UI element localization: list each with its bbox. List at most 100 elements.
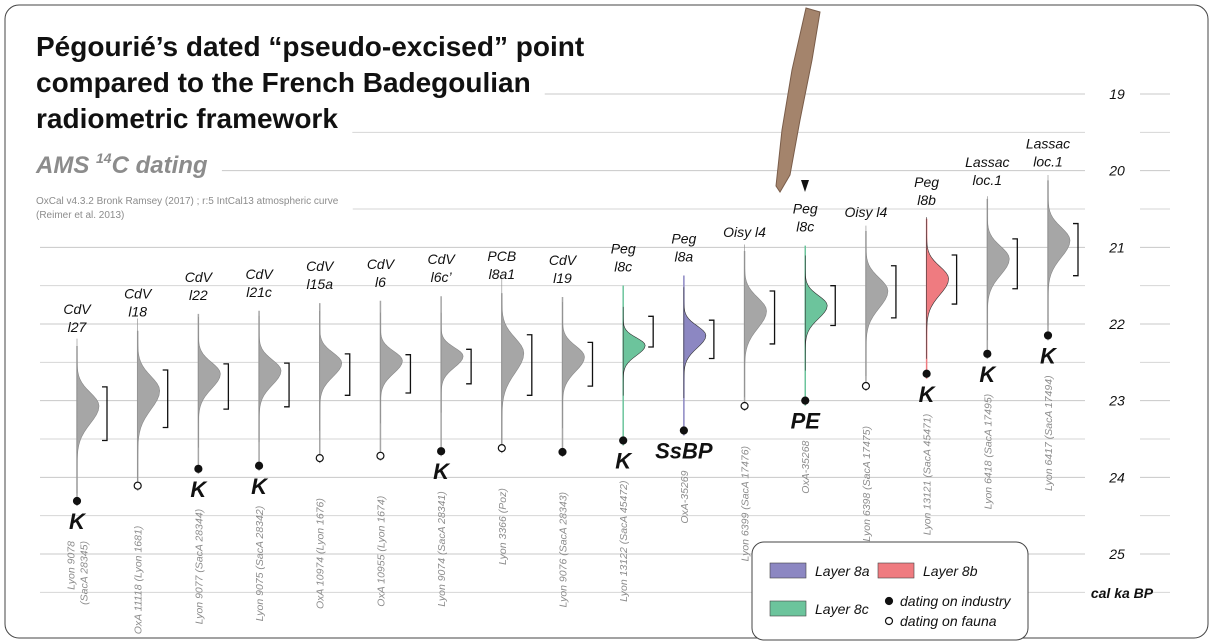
sample-label: l6c’ <box>431 269 453 285</box>
sample-label: CdV <box>549 252 578 268</box>
y-tick-label: 22 <box>1108 316 1125 332</box>
legend-marker <box>886 598 893 605</box>
sample-label: loc.1 <box>973 172 1003 188</box>
lab-code: OxA 10955 (Lyon 1674) <box>375 496 387 607</box>
sample-label: l6 <box>375 274 386 290</box>
lab-code: Lyon 13122 (SacA 45472) <box>618 480 630 601</box>
sample-tag: K <box>69 509 87 534</box>
y-axis-label: cal ka BP <box>1091 585 1154 601</box>
sample-tag: SsBP <box>655 439 713 464</box>
dating-marker <box>195 465 202 472</box>
title-line: Pégourié’s dated “pseudo-excised” point <box>36 31 584 62</box>
legend-label: Layer 8b <box>923 563 978 579</box>
dating-marker <box>438 448 445 455</box>
lab-code: Lyon 6417 (SacA 17494) <box>1043 375 1055 491</box>
lab-code: Lyon 9078 <box>66 541 78 590</box>
sample-label: l8a1 <box>489 266 515 282</box>
legend-label: Layer 8c <box>815 601 869 617</box>
legend-swatch <box>770 563 806 578</box>
sample-label: CdV <box>367 256 396 272</box>
sample-label: CdV <box>428 251 457 267</box>
sample-label: l18 <box>128 304 147 320</box>
lab-code: OxA-35268 <box>800 440 812 493</box>
sample-label: PCB <box>487 248 516 264</box>
sample-label: l19 <box>553 270 572 286</box>
y-tick-label: 20 <box>1108 163 1125 179</box>
dating-marker <box>923 370 930 377</box>
sample-tag: K <box>433 459 451 484</box>
lab-code: Lyon 9076 (SacA 28343) <box>558 492 570 608</box>
lab-code: (SacA 28345) <box>79 541 91 605</box>
sample-label: l8c <box>796 219 814 235</box>
sample-tag: K <box>251 474 269 499</box>
dating-marker <box>802 397 809 404</box>
sample-label: CdV <box>306 258 335 274</box>
sample-tag: K <box>1040 343 1058 368</box>
sample-label: Oisy l4 <box>845 204 888 220</box>
dating-marker <box>74 498 81 505</box>
note: OxCal v4.3.2 Bronk Ramsey (2017) ; r:5 I… <box>36 196 339 207</box>
sample-label: Lassac <box>965 154 1009 170</box>
sample-tag: K <box>979 362 997 387</box>
lab-code: Lyon 6418 (SacA 17495) <box>982 394 994 510</box>
sample-label: Peg <box>611 240 636 256</box>
sample-label: l8b <box>917 192 936 208</box>
dating-marker <box>680 427 687 434</box>
sample-label: l8a <box>675 249 694 265</box>
legend-label: dating on fauna <box>900 613 997 629</box>
lab-code: OxA 10974 (Lyon 1676) <box>315 498 327 609</box>
sample-label: Peg <box>671 231 696 247</box>
dating-marker <box>1045 332 1052 339</box>
legend-swatch <box>878 563 914 578</box>
dating-marker <box>620 437 627 444</box>
sample-label: CdV <box>124 286 153 302</box>
sample-label: Peg <box>914 174 939 190</box>
dating-marker <box>984 350 991 357</box>
legend-swatch <box>770 601 806 616</box>
sample-label: l27 <box>68 319 88 335</box>
lab-code: Lyon 3366 (Poz) <box>497 488 509 565</box>
lab-code: Lyon 9075 (SacA 28342) <box>254 506 266 622</box>
sample-label: Lassac <box>1026 135 1070 151</box>
sample-tag: K <box>919 382 937 407</box>
title-line: radiometric framework <box>36 103 338 134</box>
frame <box>5 5 1208 638</box>
dating-marker <box>377 452 384 459</box>
legend-label: Layer 8a <box>815 563 870 579</box>
subtitle-part: C dating <box>112 152 208 179</box>
y-tick-label: 24 <box>1108 469 1125 485</box>
sample-tag: PE <box>791 409 822 434</box>
y-tick-label: 21 <box>1108 239 1125 255</box>
y-tick-label: 19 <box>1109 86 1125 102</box>
sample-label: Peg <box>793 201 818 217</box>
chart: 19 20 21 22 23 24 25 cal ka BP Pégourié’s dated… <box>0 0 1213 643</box>
sample-label: l22 <box>189 287 208 303</box>
legend-marker <box>886 618 893 625</box>
dating-marker <box>134 482 141 489</box>
dating-marker <box>862 383 869 390</box>
sample-label: CdV <box>185 269 214 285</box>
sample-label: CdV <box>63 301 92 317</box>
dating-marker <box>741 402 748 409</box>
sample-label: Oisy l4 <box>723 224 766 240</box>
lab-code: Lyon 13121 (SacA 45471) <box>922 414 934 535</box>
subtitle: AMS 14C dating <box>35 150 208 179</box>
dating-marker <box>316 455 323 462</box>
sample-label: loc.1 <box>1033 153 1063 169</box>
lab-code: OxA 11118 (Lyon 1681) <box>133 526 145 635</box>
note: (Reimer et al. 2013) <box>36 210 124 221</box>
sample-label: l15a <box>307 276 334 292</box>
title-line: compared to the French Badegoulian <box>36 67 531 98</box>
legend-label: dating on industry <box>900 593 1012 609</box>
lab-code: Lyon 6399 (SacA 17476) <box>740 446 752 562</box>
y-tick-label: 23 <box>1108 393 1125 409</box>
sample-label: CdV <box>245 266 274 282</box>
y-tick-label: 25 <box>1108 546 1125 562</box>
subtitle-part: AMS <box>35 152 96 179</box>
lab-code: Lyon 6398 (SacA 17475) <box>861 426 873 542</box>
lab-code: Lyon 9074 (SacA 28341) <box>436 491 448 607</box>
dating-marker <box>498 445 505 452</box>
sample-label: l8c <box>614 258 632 274</box>
lab-code: Lyon 9077 (SacA 28344) <box>193 509 205 625</box>
sample-tag: K <box>615 448 633 473</box>
